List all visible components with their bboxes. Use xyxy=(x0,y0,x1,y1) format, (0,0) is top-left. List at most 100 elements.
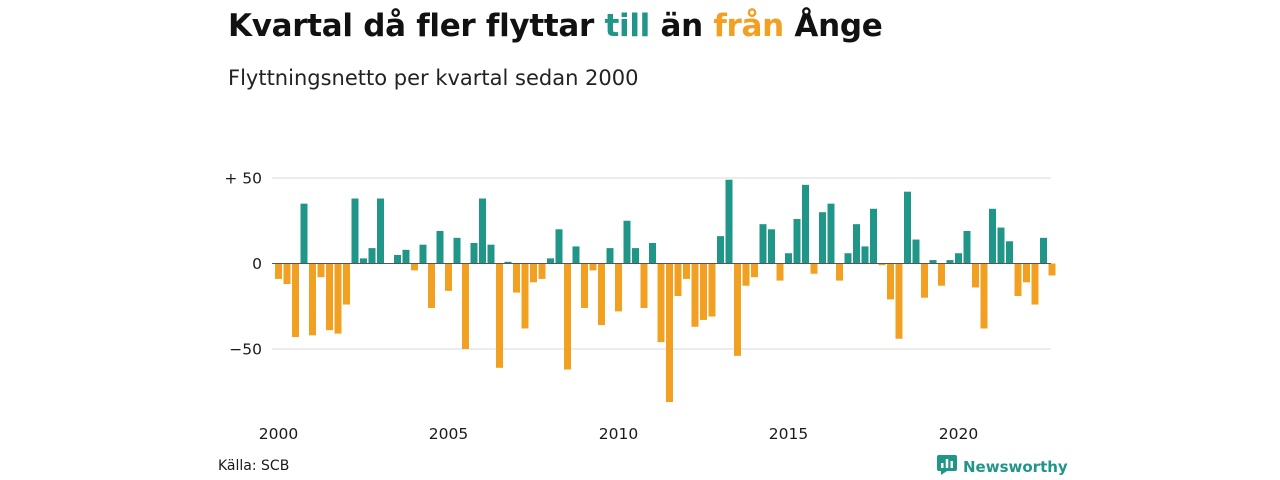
y-tick-label: + 50 xyxy=(224,170,262,188)
bar xyxy=(870,208,877,264)
bar xyxy=(666,263,673,403)
grid-layer xyxy=(272,177,1051,350)
bar xyxy=(1006,241,1013,264)
title-text-3: Ånge xyxy=(783,8,883,44)
bar xyxy=(980,263,988,329)
x-tick-label: 2010 xyxy=(599,425,638,443)
bar xyxy=(887,263,894,300)
x-tick-label: 2000 xyxy=(259,425,298,443)
bar xyxy=(683,263,690,279)
title-text-1: Kvartal då fler flyttar xyxy=(228,8,605,44)
bar xyxy=(538,263,546,279)
bar xyxy=(819,212,826,264)
x-tick-label: 2020 xyxy=(939,425,978,443)
bar xyxy=(904,191,911,264)
bar xyxy=(283,263,291,285)
bar xyxy=(504,261,512,264)
bar xyxy=(649,242,656,264)
bar xyxy=(691,263,699,327)
bar xyxy=(776,263,784,281)
title-text-2: än xyxy=(649,8,714,44)
bar xyxy=(861,246,869,264)
bar xyxy=(938,263,945,286)
bar xyxy=(963,231,971,264)
bar xyxy=(1040,237,1047,264)
bar xyxy=(377,198,384,264)
bar xyxy=(972,263,979,288)
brand-logo[interactable]: Newsworthy xyxy=(937,455,1068,479)
bar xyxy=(309,263,316,336)
y-tick-label: −50 xyxy=(229,341,262,359)
bar xyxy=(487,244,495,264)
bar xyxy=(955,253,962,264)
bar xyxy=(436,231,444,264)
title-word-fran: från xyxy=(713,8,784,44)
bar xyxy=(878,263,886,266)
bar xyxy=(623,220,631,264)
chart-title: Kvartal då fler flyttar till än från Ång… xyxy=(228,8,883,44)
bar xyxy=(606,248,614,264)
bar xyxy=(734,263,741,356)
newsworthy-logo-icon xyxy=(937,455,957,479)
bar xyxy=(725,179,733,264)
bar xyxy=(334,263,342,334)
bar xyxy=(717,236,724,264)
bar xyxy=(351,198,359,264)
bar xyxy=(513,263,520,293)
brand-name: Newsworthy xyxy=(963,458,1068,476)
bar xyxy=(479,198,486,264)
bar xyxy=(708,263,716,317)
bar xyxy=(700,263,707,320)
bar xyxy=(1048,263,1056,276)
tick-labels-layer: + 50 0 −50 2000 2005 2010 2015 2020 xyxy=(224,170,978,444)
bar xyxy=(844,253,852,264)
bar xyxy=(759,224,767,264)
bar xyxy=(768,229,775,264)
bar xyxy=(921,263,928,298)
bar xyxy=(292,263,299,338)
bar xyxy=(742,263,750,286)
bar xyxy=(751,263,758,278)
bar xyxy=(640,263,648,308)
bar xyxy=(802,184,809,264)
bar xyxy=(368,248,376,264)
bar xyxy=(555,229,563,264)
bar xyxy=(470,242,478,264)
source-note: Källa: SCB xyxy=(218,458,290,474)
bar xyxy=(428,263,435,308)
bar xyxy=(419,244,427,264)
bar xyxy=(912,239,920,264)
bar xyxy=(632,248,639,264)
bar xyxy=(462,263,469,349)
bar xyxy=(360,258,367,264)
title-word-till: till xyxy=(604,8,650,44)
bar xyxy=(1023,263,1030,283)
bar xyxy=(827,203,835,264)
bar xyxy=(1014,263,1022,296)
x-tick-label: 2015 xyxy=(769,425,808,443)
bar xyxy=(836,263,843,281)
bar xyxy=(785,253,792,264)
bar xyxy=(929,260,937,264)
bar xyxy=(793,219,801,264)
bar xyxy=(564,263,571,370)
y-tick-label: 0 xyxy=(252,255,262,273)
bar xyxy=(810,263,818,274)
bar xyxy=(326,263,333,331)
bar xyxy=(615,263,622,312)
x-tick-label: 2005 xyxy=(429,425,468,443)
bar xyxy=(674,263,682,296)
bar xyxy=(572,246,580,264)
bar xyxy=(300,203,308,264)
bar xyxy=(530,263,537,283)
bar xyxy=(895,263,903,339)
bar xyxy=(394,254,401,264)
bar xyxy=(581,263,588,308)
bar xyxy=(317,263,325,278)
bar xyxy=(521,263,529,329)
bar xyxy=(547,258,554,264)
chart-subtitle: Flyttningsnetto per kvartal sedan 2000 xyxy=(228,66,639,90)
bar xyxy=(411,263,418,271)
bar xyxy=(402,249,410,264)
